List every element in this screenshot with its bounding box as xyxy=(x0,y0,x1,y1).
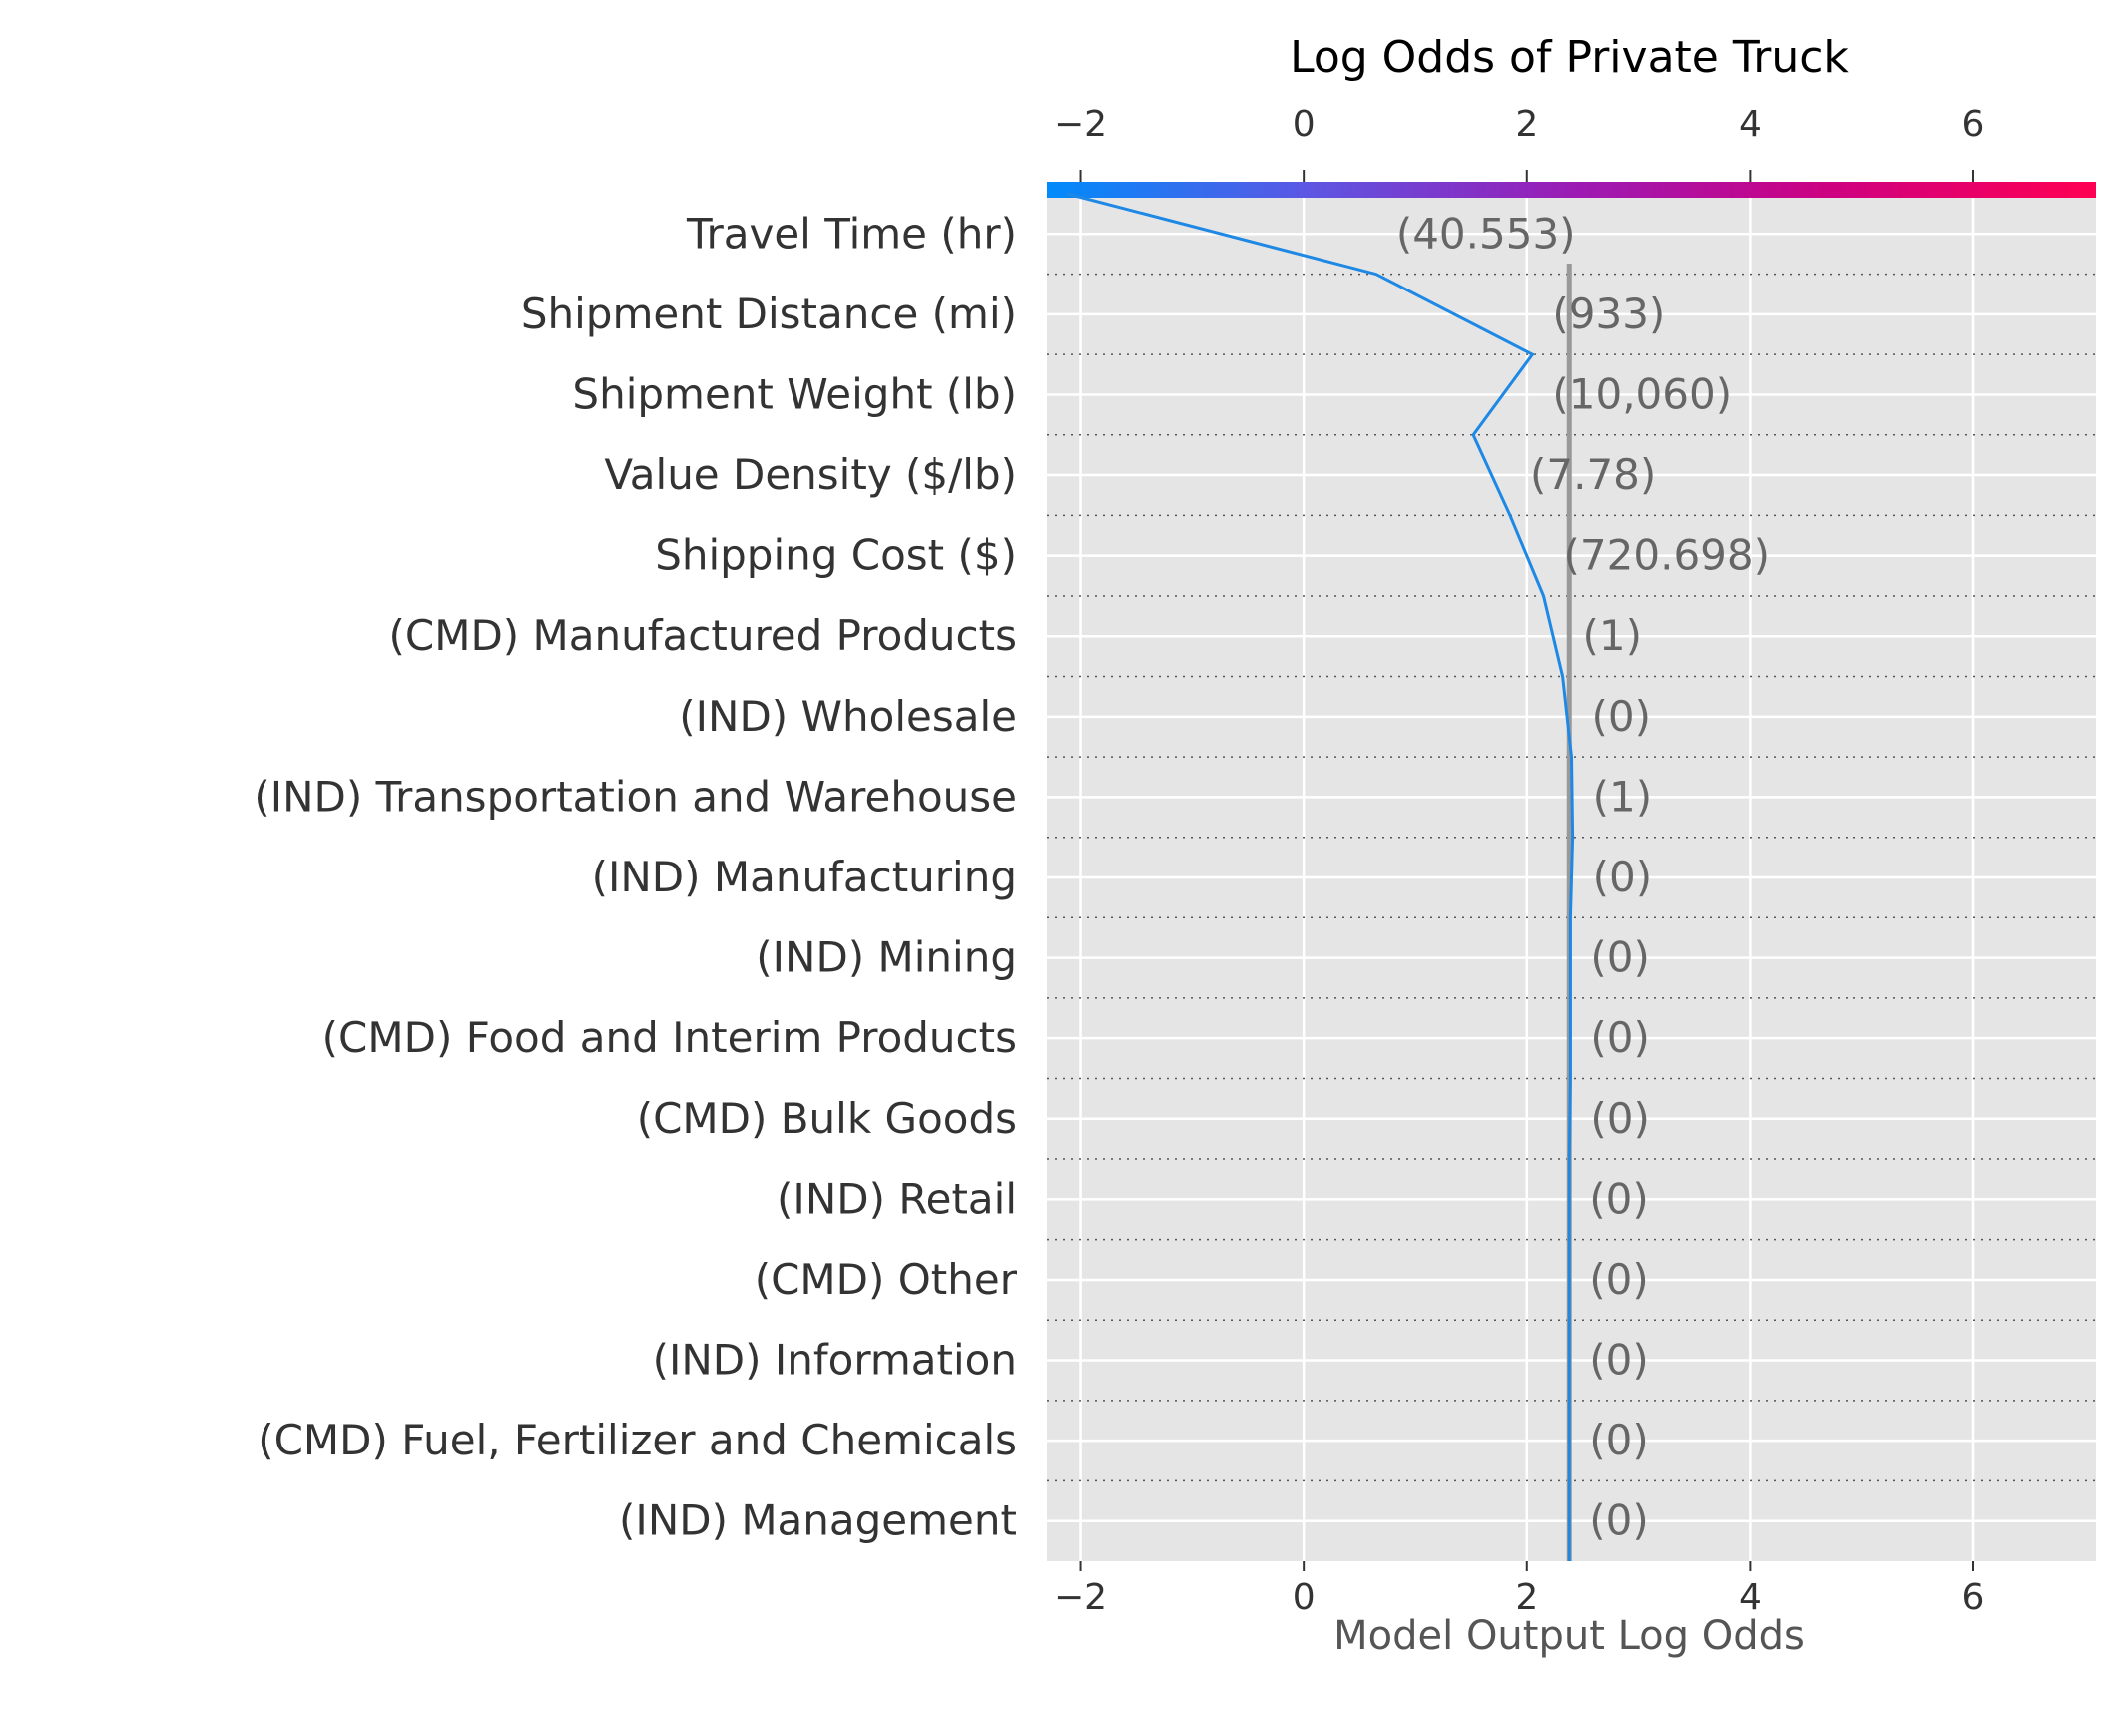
colorbar xyxy=(1047,182,2096,198)
feature-value-annotation: (0) xyxy=(1592,692,1652,741)
feature-label: (IND) Manufacturing xyxy=(592,853,1017,901)
x-tick-label-top: 0 xyxy=(1293,104,1316,145)
feature-value-annotation: (0) xyxy=(1589,1174,1649,1223)
feature-value-annotation: (0) xyxy=(1590,933,1650,982)
feature-value-annotation: (40.553) xyxy=(1396,209,1576,258)
feature-label: (IND) Mining xyxy=(756,933,1017,982)
feature-label: (IND) Information xyxy=(653,1336,1017,1385)
feature-label: Shipping Cost ($) xyxy=(655,531,1017,580)
feature-label: (IND) Transportation and Warehouse xyxy=(254,772,1017,821)
feature-value-annotation: (0) xyxy=(1589,1336,1649,1385)
x-tick-label-bottom: 6 xyxy=(1962,1577,1985,1618)
decision-path-line xyxy=(1066,192,1575,1561)
feature-label: Shipment Weight (lb) xyxy=(572,369,1017,418)
feature-value-annotation: (0) xyxy=(1593,853,1653,901)
feature-label: Value Density ($/lb) xyxy=(604,450,1017,499)
feature-value-annotation: (1) xyxy=(1583,611,1643,660)
x-tick-label-top: 6 xyxy=(1962,104,1985,145)
feature-label: (IND) Management xyxy=(619,1496,1017,1545)
feature-value-annotation: (0) xyxy=(1590,1013,1650,1062)
feature-label: (CMD) Fuel, Fertilizer and Chemicals xyxy=(258,1416,1017,1464)
feature-value-annotation: (0) xyxy=(1589,1255,1649,1304)
feature-value-annotation: (0) xyxy=(1589,1496,1649,1545)
feature-value-annotation: (0) xyxy=(1590,1094,1650,1143)
x-tick-label-bottom: 2 xyxy=(1515,1577,1538,1618)
x-tick-label-top: −2 xyxy=(1054,104,1107,145)
feature-value-annotation: (1) xyxy=(1593,772,1653,821)
feature-label: (IND) Retail xyxy=(777,1174,1017,1223)
feature-label: (CMD) Bulk Goods xyxy=(637,1094,1017,1143)
feature-value-annotation: (720.698) xyxy=(1564,531,1770,580)
feature-value-annotation: (933) xyxy=(1552,289,1665,338)
plot-area: Travel Time (hr) (40.553) Shipment Distanc… xyxy=(254,104,2096,1618)
feature-value-annotation: (10,060) xyxy=(1552,369,1732,418)
x-tick-label-bottom: −2 xyxy=(1054,1577,1107,1618)
feature-label: (IND) Wholesale xyxy=(679,692,1017,741)
feature-value-annotation: (7.78) xyxy=(1530,450,1656,499)
x-axis-label: Model Output Log Odds xyxy=(1333,1613,1805,1659)
feature-label: (CMD) Manufactured Products xyxy=(389,611,1018,660)
chart-title: Log Odds of Private Truck xyxy=(1290,32,1849,83)
x-tick-label-top: 4 xyxy=(1739,104,1762,145)
feature-label: (CMD) Food and Interim Products xyxy=(322,1013,1017,1062)
feature-label: (CMD) Other xyxy=(755,1255,1018,1304)
feature-value-annotation: (0) xyxy=(1589,1416,1649,1464)
x-tick-label-bottom: 4 xyxy=(1739,1577,1762,1618)
x-tick-label-bottom: 0 xyxy=(1293,1577,1316,1618)
feature-label: Shipment Distance (mi) xyxy=(521,289,1017,338)
feature-label: Travel Time (hr) xyxy=(686,209,1017,258)
x-tick-label-top: 2 xyxy=(1515,104,1538,145)
